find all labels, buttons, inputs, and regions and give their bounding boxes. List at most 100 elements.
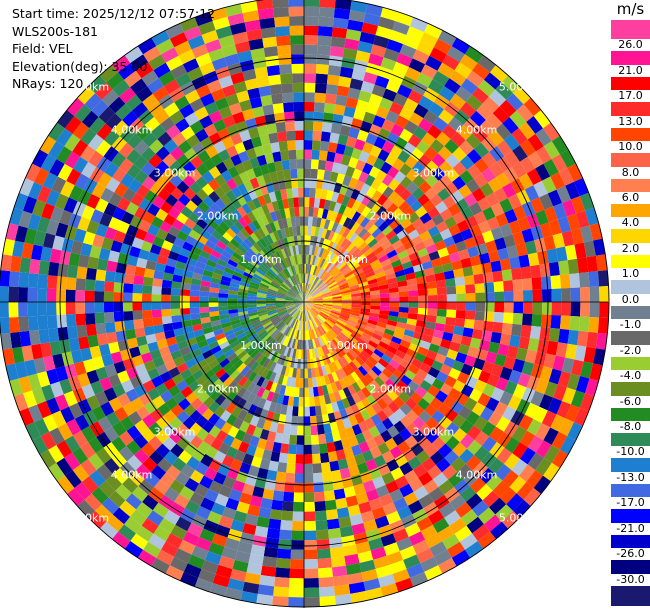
velocity-gate — [187, 35, 205, 50]
velocity-gate — [289, 159, 298, 170]
velocity-gate — [400, 374, 412, 386]
velocity-gate — [8, 286, 19, 302]
velocity-gate — [270, 328, 279, 338]
velocity-gate — [403, 98, 419, 113]
velocity-gate — [351, 381, 362, 393]
velocity-gate — [512, 279, 523, 292]
velocity-gate — [85, 279, 96, 292]
velocity-gate — [323, 199, 332, 210]
velocity-gate — [240, 278, 251, 285]
velocity-gate — [252, 486, 265, 498]
velocity-gate — [310, 308, 319, 316]
velocity-gate — [217, 463, 231, 477]
velocity-gate — [284, 336, 291, 347]
velocity-gate — [399, 483, 414, 498]
velocity-gate — [407, 363, 420, 375]
velocity-gate — [360, 81, 375, 94]
velocity-gate — [182, 161, 197, 175]
velocity-gate — [371, 263, 383, 271]
velocity-gate — [220, 279, 231, 287]
velocity-gate — [334, 0, 352, 11]
velocity-gate — [565, 343, 577, 360]
velocity-gate — [180, 386, 193, 398]
velocity-gate — [351, 265, 362, 274]
velocity-gate — [280, 228, 287, 239]
velocity-gate — [269, 211, 278, 222]
velocity-gate — [307, 284, 313, 294]
velocity-gate — [556, 185, 571, 203]
velocity-gate — [318, 356, 325, 367]
velocity-gate — [287, 278, 294, 287]
velocity-gate — [299, 339, 302, 350]
velocity-gate — [108, 216, 122, 231]
velocity-gate — [459, 155, 475, 171]
velocity-gate — [307, 254, 312, 265]
velocity-gate — [395, 577, 414, 593]
velocity-gate — [295, 310, 301, 320]
velocity-gate — [163, 213, 177, 226]
velocity-gate — [370, 44, 387, 58]
velocity-gate — [288, 597, 304, 607]
velocity-gate — [485, 192, 500, 207]
velocity-gate — [416, 516, 433, 532]
velocity-gate — [489, 521, 509, 540]
velocity-gate — [210, 277, 222, 285]
velocity-gate — [533, 110, 551, 129]
velocity-gate — [230, 71, 245, 85]
velocity-gate — [55, 366, 69, 382]
velocity-gate — [240, 338, 251, 347]
velocity-gate — [429, 450, 445, 465]
velocity-gate — [189, 409, 202, 423]
velocity-gate — [304, 473, 314, 484]
velocity-gate — [460, 206, 474, 220]
velocity-gate — [437, 62, 455, 79]
velocity-gate — [354, 138, 366, 151]
range-ring-label: 1.00km — [326, 253, 368, 266]
velocity-gate — [321, 365, 328, 376]
velocity-gate — [550, 314, 561, 329]
velocity-gate — [434, 239, 447, 251]
velocity-gate — [279, 64, 293, 75]
velocity-gate — [375, 25, 393, 40]
velocity-gate — [235, 120, 249, 133]
velocity-gate — [169, 32, 188, 48]
velocity-gate — [208, 359, 220, 370]
velocity-gate — [89, 345, 102, 359]
velocity-gate — [77, 398, 92, 415]
velocity-gate — [346, 321, 357, 328]
velocity-gate — [215, 161, 228, 175]
velocity-gate — [208, 234, 220, 245]
velocity-gate — [262, 419, 272, 431]
velocity-gate — [292, 367, 298, 378]
velocity-gate — [241, 432, 253, 445]
velocity-gate — [288, 226, 294, 237]
velocity-gate — [444, 375, 457, 388]
velocity-gate — [223, 376, 234, 387]
velocity-gate — [221, 205, 233, 217]
velocity-gate — [304, 292, 306, 302]
velocity-gate — [324, 499, 337, 511]
velocity-gate — [163, 102, 180, 117]
velocity-gate — [404, 66, 421, 82]
velocity-gate — [245, 168, 257, 181]
velocity-gate — [327, 220, 335, 231]
velocity-gate — [254, 476, 267, 489]
velocity-gate — [13, 393, 29, 412]
velocity-gate — [222, 506, 237, 520]
velocity-gate — [266, 304, 276, 308]
velocity-gate — [246, 299, 257, 302]
velocity-gate — [27, 213, 42, 231]
velocity-gate — [265, 303, 276, 306]
velocity-gate — [488, 250, 500, 263]
velocity-gate — [242, 254, 253, 263]
velocity-gate — [98, 106, 116, 124]
velocity-gate — [310, 434, 319, 445]
velocity-gate — [288, 328, 294, 338]
velocity-gate — [324, 364, 332, 375]
velocity-gate — [569, 315, 581, 331]
velocity-gate — [321, 471, 333, 483]
velocity-gate — [389, 302, 400, 307]
velocity-gate — [354, 412, 365, 424]
velocity-gate — [323, 490, 336, 502]
velocity-gate — [221, 136, 235, 150]
